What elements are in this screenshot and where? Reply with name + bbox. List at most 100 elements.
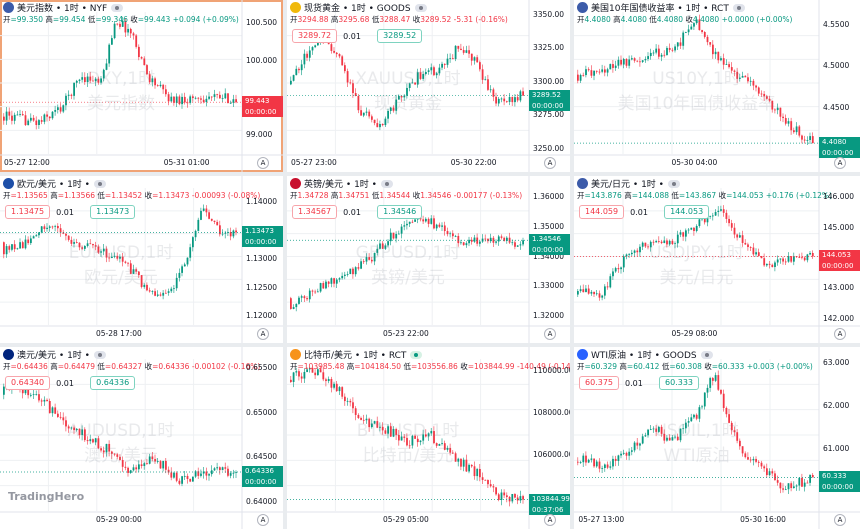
- buy-button[interactable]: 144.053: [664, 205, 710, 219]
- candlestick-chart[interactable]: [287, 0, 570, 172]
- trade-panel[interactable]: 1.13475 0.01 1.13473: [5, 205, 136, 219]
- chart-header[interactable]: 欧元/美元 • 1时 •: [3, 178, 223, 190]
- candle-body: [714, 51, 717, 55]
- candle-body: [357, 267, 360, 269]
- auto-scale-button[interactable]: A: [834, 328, 846, 340]
- time-axis-label: 05-30 22:00: [450, 158, 497, 167]
- symbol-title[interactable]: 英镑/美元 • 1时 •: [304, 180, 377, 190]
- auto-scale-button[interactable]: A: [834, 157, 846, 169]
- auto-scale-button[interactable]: A: [544, 328, 556, 340]
- candle-body: [449, 447, 452, 453]
- candlestick-chart[interactable]: [287, 176, 570, 343]
- auto-scale-button[interactable]: A: [544, 514, 556, 526]
- symbol-title[interactable]: WTI原油 • 1时 • GOODS: [591, 351, 697, 361]
- trade-panel[interactable]: 60.375 0.01 60.333: [579, 376, 699, 390]
- candle-body: [516, 245, 519, 247]
- chart-panel[interactable]: BTCUSD,1时 比特币/美元 比特币/美元 • 1时 • RCT 开=103985…: [287, 347, 570, 529]
- symbol-title[interactable]: 美国10年国债收益率 • 1时 • RCT: [591, 4, 729, 14]
- quantity-input[interactable]: 0.01: [625, 378, 643, 388]
- auto-scale-button[interactable]: A: [257, 328, 269, 340]
- candlestick-chart[interactable]: [574, 0, 860, 172]
- candlestick-chart[interactable]: [0, 0, 283, 172]
- chart-header[interactable]: 美元指数 • 1时 • NYF: [3, 2, 223, 14]
- candle-body: [433, 67, 435, 76]
- candlestick-chart[interactable]: [287, 347, 570, 529]
- sell-button[interactable]: 1.34567: [292, 205, 338, 219]
- chart-panel[interactable]: USDJPY,1时 美元/日元 美元/日元 • 1时 • 开=143.876 高=14…: [574, 176, 860, 343]
- symbol-title[interactable]: 欧元/美元 • 1时 •: [17, 180, 90, 190]
- chart-header[interactable]: 英镑/美元 • 1时 •: [290, 178, 510, 190]
- candle-body: [140, 464, 143, 466]
- sell-button[interactable]: 144.059: [579, 205, 625, 219]
- candle-body: [582, 455, 585, 463]
- candle-body: [306, 369, 308, 372]
- candle-body: [628, 254, 631, 255]
- trade-panel[interactable]: 144.059 0.01 144.053: [579, 205, 710, 219]
- candle-body: [232, 472, 235, 474]
- buy-button[interactable]: 60.333: [659, 376, 699, 390]
- candlestick-chart[interactable]: [574, 347, 860, 529]
- candle-body: [38, 232, 40, 236]
- trade-panel[interactable]: 0.64340 0.01 0.64336: [5, 376, 136, 390]
- sell-button[interactable]: 1.13475: [5, 205, 51, 219]
- candle-body: [649, 241, 652, 248]
- sell-button[interactable]: 3289.72: [292, 29, 338, 43]
- chart-panel[interactable]: AUDUSD,1时 澳元/美元 澳元/美元 • 1时 • 开=0.64436 高=0.…: [0, 347, 283, 529]
- candle-body: [484, 79, 487, 81]
- candle-body: [601, 467, 604, 469]
- trade-panel[interactable]: 3289.72 0.01 3289.52: [292, 29, 423, 43]
- chart-panel[interactable]: XAUUSD,1时 现货黄金 现货黄金 • 1时 • GOODS 开3294.88 高…: [287, 0, 570, 172]
- price-axis-label: 1.35000: [533, 221, 565, 231]
- buy-button[interactable]: 0.64336: [90, 376, 136, 390]
- chart-header[interactable]: 澳元/美元 • 1时 •: [3, 349, 223, 361]
- chart-panel[interactable]: US10Y,1时 美国10年国债收益率 美国10年国债收益率 • 1时 • RCT 开…: [574, 0, 860, 172]
- auto-scale-button[interactable]: A: [257, 157, 269, 169]
- candle-body: [205, 471, 208, 476]
- symbol-title[interactable]: 澳元/美元 • 1时 •: [17, 351, 90, 361]
- sell-button[interactable]: 0.64340: [5, 376, 51, 390]
- chart-panel[interactable]: EURUSD,1时 欧元/美元 欧元/美元 • 1时 • 开=1.13565 高=1.…: [0, 176, 283, 343]
- chart-header[interactable]: 比特币/美元 • 1时 • RCT: [290, 349, 510, 361]
- chart-header[interactable]: WTI原油 • 1时 • GOODS: [577, 349, 800, 361]
- quantity-input[interactable]: 0.01: [343, 31, 361, 41]
- buy-button[interactable]: 1.13473: [90, 205, 136, 219]
- chart-header[interactable]: 美国10年国债收益率 • 1时 • RCT: [577, 2, 800, 14]
- auto-scale-button[interactable]: A: [544, 157, 556, 169]
- sell-button[interactable]: 60.375: [579, 376, 619, 390]
- ohlc-c-value: =144.053: [726, 191, 764, 200]
- symbol-title[interactable]: 美元/日元 • 1时 •: [591, 180, 664, 190]
- quantity-input[interactable]: 0.01: [343, 207, 361, 217]
- quantity-input[interactable]: 0.01: [630, 207, 648, 217]
- candlestick-chart[interactable]: [574, 176, 860, 343]
- candle-body: [311, 47, 314, 51]
- chart-panel[interactable]: GBPUSD,1时 英镑/美元 英镑/美元 • 1时 • 开1.34728 高1.34…: [287, 176, 570, 343]
- candle-body: [73, 242, 75, 244]
- buy-button[interactable]: 3289.52: [377, 29, 423, 43]
- candle-body: [219, 225, 221, 235]
- symbol-title[interactable]: 比特币/美元 • 1时 • RCT: [304, 351, 407, 361]
- buy-button[interactable]: 1.34546: [377, 205, 423, 219]
- chart-panel[interactable]: USOIL,1时 WTI原油 WTI原油 • 1时 • GOODS 开=60.329 …: [574, 347, 860, 529]
- auto-scale-button[interactable]: A: [834, 514, 846, 526]
- candle-body: [97, 78, 100, 83]
- ohlc-o-value: 3294.88: [297, 15, 329, 24]
- auto-scale-button[interactable]: A: [257, 514, 269, 526]
- trade-panel[interactable]: 1.34567 0.01 1.34546: [292, 205, 423, 219]
- last-price-value: 4.4080: [822, 138, 847, 147]
- chart-panel[interactable]: DXY,1时 美元指数 美元指数 • 1时 • NYF 开=99.350 高=99.4…: [0, 0, 283, 172]
- quantity-input[interactable]: 0.01: [56, 378, 74, 388]
- candle-body: [771, 471, 774, 474]
- candlestick-chart[interactable]: [0, 176, 283, 343]
- symbol-title[interactable]: 现货黄金 • 1时 • GOODS: [304, 4, 411, 14]
- candle-body: [422, 434, 425, 441]
- candle-body: [514, 97, 516, 103]
- candle-body: [687, 29, 690, 33]
- chart-header[interactable]: 美元/日元 • 1时 •: [577, 178, 800, 190]
- candle-body: [454, 453, 457, 462]
- candle-body: [682, 232, 685, 237]
- candle-body: [655, 240, 658, 243]
- chart-header[interactable]: 现货黄金 • 1时 • GOODS: [290, 2, 510, 14]
- quantity-input[interactable]: 0.01: [56, 207, 74, 217]
- symbol-title[interactable]: 美元指数 • 1时 • NYF: [17, 4, 108, 14]
- candle-body: [422, 74, 425, 79]
